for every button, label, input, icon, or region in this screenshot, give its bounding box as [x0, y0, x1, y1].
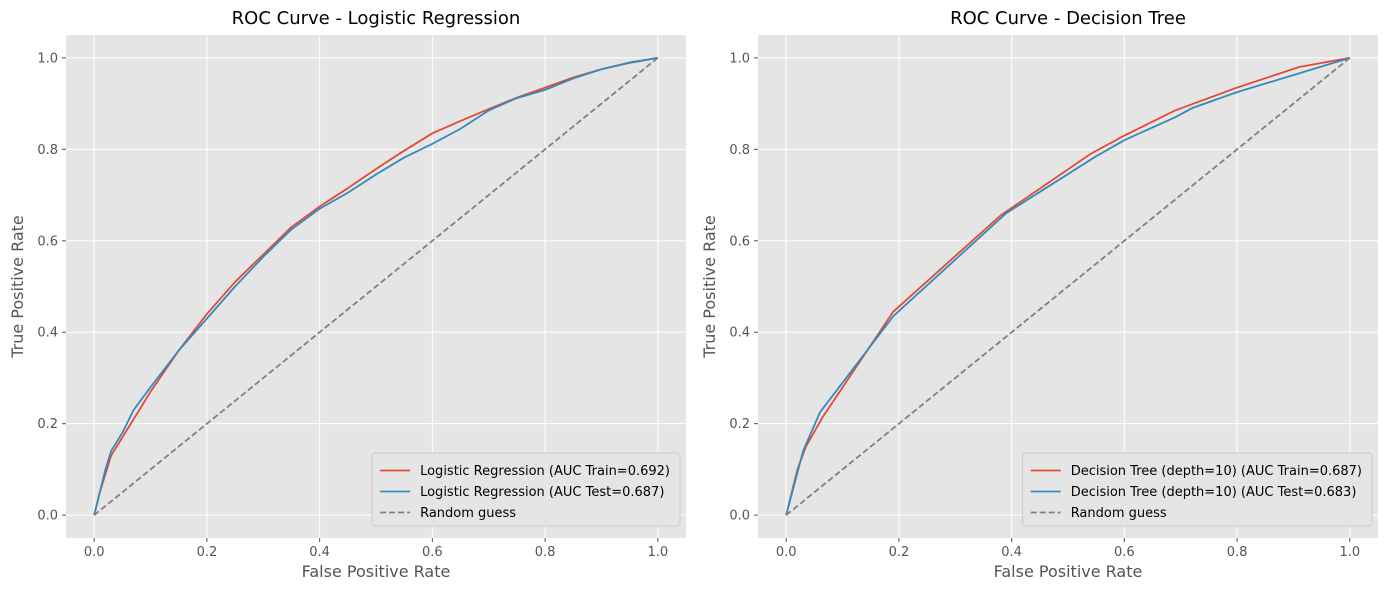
x-tick-label: 1.0	[1339, 545, 1360, 560]
y-tick-label: 0.2	[37, 417, 58, 432]
legend-item: Random guess	[1030, 506, 1167, 521]
y-tick-label: 0.0	[729, 509, 750, 524]
x-tick-label: 0.4	[1001, 545, 1022, 560]
legend-item: Decision Tree (depth=10) (AUC Train=0.68…	[1030, 464, 1362, 479]
legend-item: Decision Tree (depth=10) (AUC Test=0.683…	[1030, 485, 1357, 500]
chart-title: ROC Curve - Logistic Regression	[232, 8, 521, 29]
series-line-random-guess	[785, 57, 1351, 516]
x-tick-label: 1.0	[647, 545, 668, 560]
x-tick-label: 0.6	[1114, 545, 1135, 560]
legend-label: Decision Tree (depth=10) (AUC Test=0.683…	[1071, 485, 1357, 500]
y-tick-label: 0.2	[729, 417, 750, 432]
x-axis-label: False Positive Rate	[994, 562, 1143, 581]
y-tick-label: 0.4	[729, 326, 750, 341]
y-tick-label: 0.8	[729, 143, 750, 158]
legend-item: Logistic Regression (AUC Train=0.692)	[380, 464, 670, 479]
y-tick-label: 0.0	[37, 509, 58, 524]
series-line-series-2	[785, 56, 1351, 516]
y-axis-label: True Positive Rate	[700, 215, 719, 359]
x-tick-label: 0.4	[309, 545, 330, 560]
chart-title: ROC Curve - Decision Tree	[950, 8, 1186, 29]
y-tick-label: 0.6	[37, 234, 58, 249]
y-axis-label: True Positive Rate	[8, 215, 27, 359]
x-tick-label: 0.2	[889, 545, 910, 560]
y-tick-label: 0.8	[37, 143, 58, 158]
x-tick-label: 0.6	[422, 545, 443, 560]
series-line-series-1	[93, 56, 658, 516]
y-tick-label: 0.6	[729, 234, 750, 249]
chart-panel-1: 0.0 0.2 0.4 0.6 0.8 1.0 0.0 0.2 0.4 0.6 0.8 1.0 ROC …	[8, 8, 686, 581]
legend-label: Logistic Regression (AUC Test=0.687)	[420, 485, 664, 500]
legend-item: Random guess	[380, 506, 516, 521]
y-tick-label: 1.0	[37, 51, 58, 66]
x-axis-label: False Positive Rate	[302, 562, 451, 581]
y-tick-label: 1.0	[729, 51, 750, 66]
series-line-random-guess	[93, 57, 659, 516]
x-tick-label: 0.0	[776, 545, 797, 560]
legend: Logistic Regression (AUC Train=0.692) Log…	[371, 452, 681, 527]
legend-box	[371, 452, 681, 527]
legend-box	[1022, 452, 1373, 527]
x-tick-label: 0.8	[535, 545, 556, 560]
legend-label: Random guess	[1071, 506, 1167, 521]
series-line-series-1	[785, 56, 1350, 516]
legend-label: Decision Tree (depth=10) (AUC Train=0.68…	[1071, 464, 1362, 479]
chart-panel-2: 0.0 0.2 0.4 0.6 0.8 1.0 0.0 0.2 0.4 0.6 0.8 1.0 ROC …	[700, 8, 1378, 581]
x-tick-label: 0.0	[84, 545, 105, 560]
legend: Decision Tree (depth=10) (AUC Train=0.68…	[1022, 452, 1373, 527]
x-tick-label: 0.8	[1227, 545, 1248, 560]
x-tick-label: 0.2	[197, 545, 218, 560]
y-tick-label: 0.4	[37, 326, 58, 341]
legend-item: Logistic Regression (AUC Test=0.687)	[380, 485, 664, 500]
legend-label: Random guess	[420, 506, 516, 521]
series-line-series-2	[93, 56, 658, 516]
legend-label: Logistic Regression (AUC Train=0.692)	[420, 464, 670, 479]
